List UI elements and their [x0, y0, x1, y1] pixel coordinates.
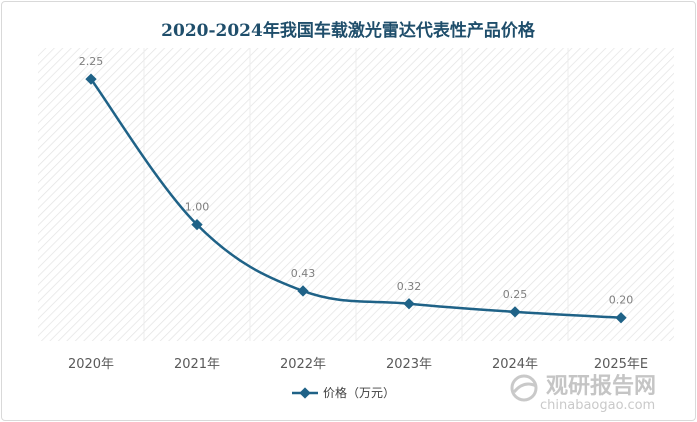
- data-labels: 2.25 1.00 0.43 0.32 0.25 0.20: [79, 55, 634, 307]
- legend-label: 价格（万元）: [323, 385, 395, 400]
- data-label: 2.25: [79, 55, 104, 68]
- x-axis-ticks: 2020年 2021年 2022年 2023年 2024年 2025年E: [68, 357, 648, 372]
- x-tick-label: 2022年: [280, 357, 326, 372]
- legend-marker-swatch: [299, 387, 311, 399]
- data-label: 0.43: [291, 267, 316, 280]
- watermark-url: chinabaogao.com: [540, 398, 655, 413]
- data-label: 1.00: [185, 201, 210, 214]
- data-label: 0.20: [609, 294, 634, 307]
- chart-title: 2020-2024年我国车载激光雷达代表性产品价格: [161, 20, 536, 41]
- x-tick-label: 2025年E: [594, 357, 648, 372]
- series-line: [89, 78, 622, 319]
- grid-lines: [143, 48, 569, 341]
- watermark-text: 观研报告网: [546, 374, 656, 399]
- legend: 价格（万元）: [292, 385, 395, 400]
- watermark: 观研报告网 chinabaogao.com: [510, 374, 656, 413]
- data-point-marker: [615, 312, 627, 324]
- data-point-marker: [191, 218, 203, 231]
- data-point-marker: [509, 306, 521, 318]
- data-label: 0.32: [397, 280, 422, 293]
- watermark-logo-icon: [510, 374, 538, 402]
- x-tick-label: 2024年: [492, 357, 538, 372]
- x-tick-label: 2021年: [174, 357, 220, 372]
- data-point-marker: [297, 285, 309, 297]
- data-label: 0.25: [503, 288, 528, 301]
- data-point-marker: [403, 298, 415, 310]
- x-tick-label: 2023年: [386, 357, 432, 372]
- x-tick-label: 2020年: [68, 357, 114, 372]
